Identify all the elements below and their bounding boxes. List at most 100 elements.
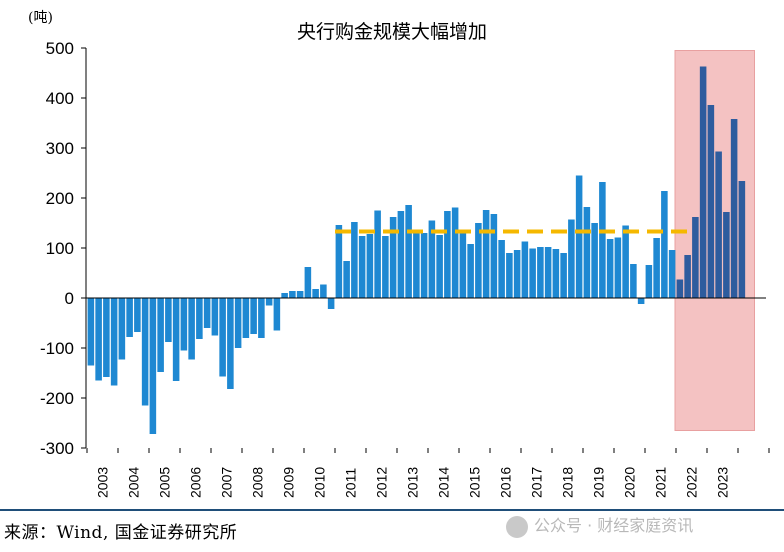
bar bbox=[730, 119, 738, 298]
bar bbox=[242, 298, 250, 338]
bar bbox=[513, 250, 521, 298]
bar bbox=[211, 298, 219, 336]
x-tick-label: 2019 bbox=[591, 467, 607, 498]
bar bbox=[699, 66, 707, 298]
bar bbox=[227, 298, 234, 389]
x-tick-label: 2023 bbox=[715, 467, 731, 498]
bar bbox=[258, 298, 265, 338]
bar bbox=[583, 207, 591, 298]
x-tick-label: 2005 bbox=[157, 467, 173, 498]
x-tick-label: 2018 bbox=[560, 467, 576, 498]
bar bbox=[304, 267, 312, 298]
watermark: 公众号 · 财经家庭资讯 bbox=[506, 512, 693, 538]
bar bbox=[180, 298, 188, 351]
bar bbox=[537, 247, 544, 298]
bar bbox=[630, 264, 637, 298]
bar bbox=[320, 284, 327, 298]
bar bbox=[692, 217, 699, 298]
x-tick-label: 2021 bbox=[653, 467, 669, 498]
bar bbox=[498, 240, 505, 298]
y-tick-label: 100 bbox=[46, 239, 74, 258]
x-ticks: 2003 2004 2005 2006 2007 2008 2009 2010 2011 2012… bbox=[86, 448, 770, 498]
x-tick-label: 2008 bbox=[250, 467, 266, 498]
bar bbox=[521, 241, 529, 298]
x-tick-label: 2013 bbox=[405, 467, 421, 498]
bar bbox=[482, 210, 490, 298]
y-tick-label: 200 bbox=[46, 189, 74, 208]
bar bbox=[188, 298, 195, 360]
bar bbox=[599, 182, 606, 298]
x-tick-label: 2006 bbox=[188, 467, 204, 498]
bar bbox=[552, 249, 560, 298]
bar bbox=[196, 298, 203, 339]
bar bbox=[413, 232, 420, 298]
bar bbox=[436, 235, 443, 298]
x-tick-label: 2010 bbox=[312, 467, 328, 498]
bar bbox=[490, 214, 498, 298]
bar bbox=[544, 247, 552, 298]
x-tick-label: 2003 bbox=[95, 467, 111, 498]
x-tick-label: 2011 bbox=[343, 468, 359, 498]
bar bbox=[606, 239, 614, 298]
bar bbox=[335, 225, 343, 298]
y-tick-label: 300 bbox=[46, 139, 74, 158]
bar bbox=[397, 211, 405, 298]
bar bbox=[715, 151, 722, 298]
bar bbox=[110, 298, 118, 386]
bar bbox=[529, 248, 536, 298]
bar bbox=[444, 211, 451, 298]
bar bbox=[141, 298, 149, 406]
bar bbox=[405, 205, 412, 298]
y-tick-label: -100 bbox=[40, 339, 74, 358]
bar bbox=[157, 298, 164, 372]
y-tick-label: 500 bbox=[46, 39, 74, 58]
y-ticks: 500 400 300 200 100 0 -100 -200 -300 bbox=[40, 39, 86, 458]
bar bbox=[614, 237, 622, 298]
chart-title: 央行购金规模大幅增加 bbox=[297, 21, 487, 43]
bar bbox=[684, 255, 691, 298]
bars-group bbox=[87, 66, 746, 434]
bar bbox=[343, 261, 350, 298]
bar bbox=[358, 236, 366, 298]
x-tick-label: 2016 bbox=[498, 467, 514, 498]
bar bbox=[296, 291, 304, 298]
bar bbox=[459, 230, 467, 298]
bar bbox=[467, 244, 474, 298]
bar bbox=[118, 298, 126, 360]
bar bbox=[653, 238, 660, 298]
footer-divider bbox=[0, 509, 784, 511]
x-tick-label: 2017 bbox=[529, 467, 545, 498]
y-tick-label: 0 bbox=[65, 289, 74, 308]
x-tick-label: 2009 bbox=[281, 467, 297, 498]
bar bbox=[428, 220, 436, 298]
bar bbox=[676, 279, 684, 298]
y-tick-label: -300 bbox=[40, 439, 74, 458]
bar bbox=[203, 298, 211, 328]
bar bbox=[351, 222, 358, 298]
watermark-text: 公众号 · 财经家庭资讯 bbox=[534, 516, 694, 535]
bar bbox=[382, 236, 389, 298]
bar bbox=[575, 175, 583, 298]
bar bbox=[87, 298, 95, 366]
bar bbox=[149, 298, 157, 434]
bar bbox=[506, 253, 513, 298]
bar bbox=[389, 217, 397, 298]
bar bbox=[103, 298, 110, 377]
bar bbox=[95, 298, 102, 381]
bar bbox=[265, 298, 273, 306]
wechat-icon bbox=[506, 515, 528, 538]
x-tick-label: 2015 bbox=[467, 467, 483, 498]
x-tick-label: 2020 bbox=[622, 467, 638, 498]
bar bbox=[327, 298, 335, 309]
source-note: 来源：Wind, 国金证券研究所 bbox=[4, 523, 238, 543]
x-tick-label: 2007 bbox=[219, 467, 235, 498]
bar bbox=[707, 105, 715, 298]
bar bbox=[281, 293, 288, 298]
bar bbox=[165, 298, 172, 342]
y-tick-label: 400 bbox=[46, 89, 74, 108]
bar bbox=[289, 291, 296, 298]
bar bbox=[172, 298, 180, 381]
x-tick-label: 2014 bbox=[436, 467, 452, 498]
bar bbox=[273, 298, 281, 331]
